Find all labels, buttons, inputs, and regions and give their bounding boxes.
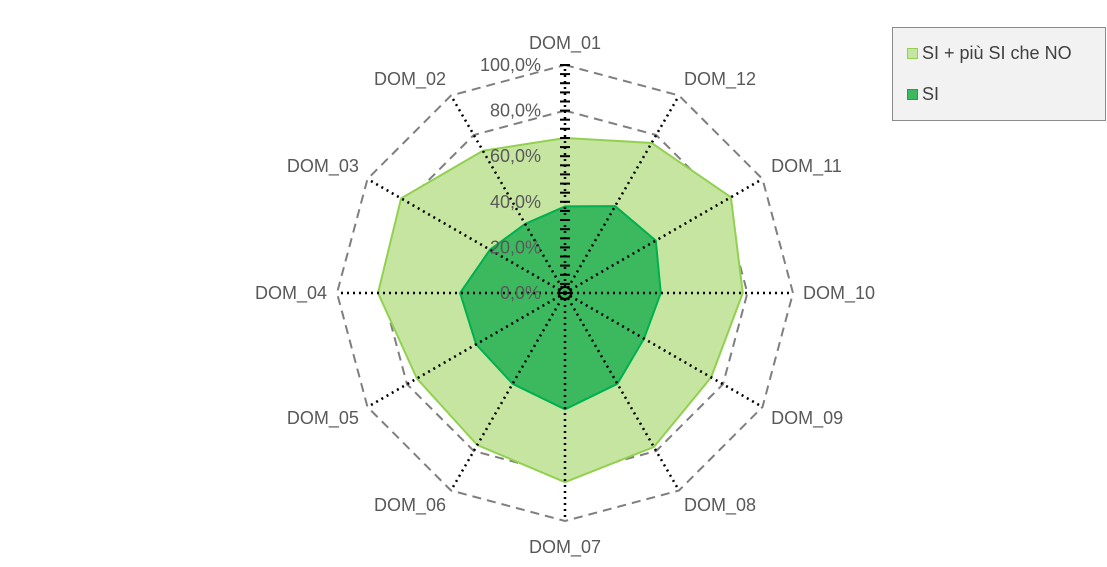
tick-label: 40,0%: [490, 192, 541, 212]
series-area-2: [459, 205, 662, 411]
axis-spoke: [563, 94, 681, 294]
axis-spoke: [366, 177, 566, 295]
category-label: DOM_04: [255, 283, 327, 304]
category-label: DOM_01: [529, 33, 601, 54]
series-layer: [377, 137, 744, 484]
legend-item-series-1: SI + più SI che NO: [907, 41, 1072, 65]
category-label: DOM_03: [287, 156, 359, 177]
legend-label-series-1: SI + più SI che NO: [922, 42, 1072, 63]
gridline-ring: [335, 63, 795, 523]
center-marker: [558, 286, 572, 300]
category-label: DOM_09: [771, 408, 843, 429]
tick-label: 80,0%: [490, 101, 541, 121]
category-label: DOM_07: [529, 537, 601, 558]
axis-spoke: [564, 291, 764, 409]
category-label: DOM_06: [374, 495, 446, 516]
tick-label: 60,0%: [490, 146, 541, 166]
category-label: DOM_12: [684, 69, 756, 90]
tick-label: 100,0%: [480, 55, 541, 75]
category-label: DOM_05: [287, 408, 359, 429]
tick-labels-layer: 0,0% 20,0% 40,0% 60,0% 80,0% 100,0%: [480, 55, 541, 303]
legend-swatch-series-1: [907, 47, 918, 59]
legend-label-series-2: SI: [922, 83, 940, 104]
category-labels-layer: DOM_01 DOM_12 DOM_11 DOM_10 DOM_09 DOM_08 DOM_…: [255, 33, 875, 558]
spokes-layer: [337, 64, 793, 521]
axis-spoke: [564, 177, 764, 295]
axis-spoke: [449, 292, 567, 492]
axis-spoke: [563, 292, 681, 492]
category-label: DOM_11: [771, 156, 842, 177]
axis-spoke: [366, 291, 566, 409]
tick-label: 20,0%: [490, 237, 541, 257]
category-label: DOM_10: [803, 283, 875, 304]
category-label: DOM_08: [684, 495, 756, 516]
category-label: DOM_02: [374, 69, 446, 90]
axis-spoke: [449, 94, 567, 294]
legend-item-series-2: SI: [907, 82, 939, 106]
legend: SI + più SI che NO SI: [892, 27, 1106, 121]
tick-label: 0,0%: [500, 283, 541, 303]
legend-swatch-series-2: [907, 88, 918, 100]
